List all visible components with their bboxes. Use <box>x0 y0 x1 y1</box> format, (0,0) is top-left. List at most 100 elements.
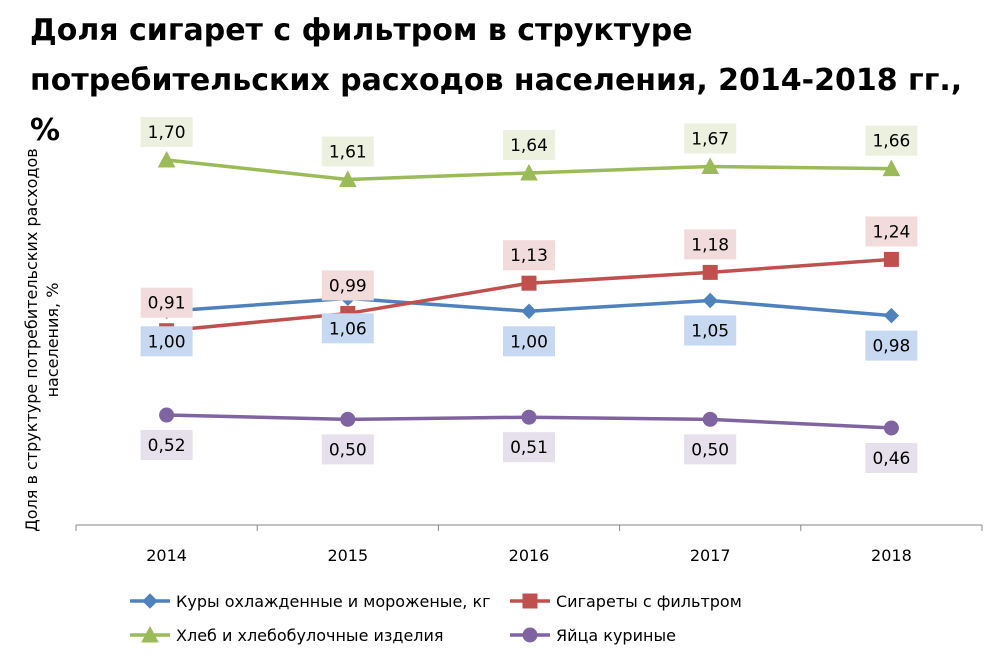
data-label-bg <box>321 136 374 167</box>
data-label-text: 1,00 <box>510 332 548 352</box>
data-label-bg <box>684 123 737 154</box>
legend-swatch <box>510 627 550 643</box>
data-label: 0,51 <box>503 432 555 463</box>
data-label-bg <box>321 313 374 344</box>
data-label-bg <box>503 240 555 271</box>
data-label: 1,24 <box>865 216 918 247</box>
data-label-text: 0,50 <box>691 440 729 460</box>
legend-swatch <box>130 625 170 643</box>
data-point-circle <box>702 411 718 427</box>
data-label-text: 1,06 <box>329 319 367 339</box>
legend-label: Яйца куриные <box>556 625 676 645</box>
data-point-square <box>521 275 537 291</box>
legend-label: Сигареты с фильтром <box>556 591 742 611</box>
data-point-square <box>702 264 718 280</box>
data-point-circle <box>159 407 175 423</box>
data-label-text: 0,99 <box>329 276 367 296</box>
data-point-diamond <box>521 303 537 319</box>
data-point-circle <box>522 627 538 643</box>
data-label-bg <box>503 432 555 463</box>
data-label: 1,06 <box>321 313 374 344</box>
data-label-bg <box>684 434 737 465</box>
data-label: 1,00 <box>503 326 555 357</box>
data-point-square <box>522 593 538 609</box>
data-label-bg <box>865 443 918 473</box>
data-point-circle <box>883 420 899 436</box>
data-label: 1,05 <box>684 315 737 346</box>
legend-item: Куры охлажденные и мороженые, кг <box>130 586 491 616</box>
data-label-text: 0,52 <box>148 436 186 456</box>
data-label-text: 0,46 <box>872 449 910 469</box>
data-label-bg <box>321 270 374 301</box>
data-point-triangle <box>141 625 159 643</box>
data-label-bg <box>140 430 193 461</box>
data-label-text: 1,05 <box>691 321 729 341</box>
data-point-triangle <box>338 170 357 187</box>
data-label-bg <box>865 125 918 156</box>
data-label-text: 1,61 <box>329 142 367 162</box>
x-tick-label: 2017 <box>690 546 731 565</box>
legend-label: Куры охлажденные и мороженые, кг <box>176 591 491 611</box>
data-label-text: 1,64 <box>510 136 548 156</box>
data-label: 1,61 <box>321 136 374 167</box>
data-point-triangle <box>701 157 720 174</box>
data-label-bg <box>140 117 193 147</box>
data-point-triangle <box>882 159 901 177</box>
legend-item: Сигареты с фильтром <box>510 586 742 616</box>
legend-item: Яйца куриные <box>510 620 676 650</box>
data-label: 0,50 <box>684 434 737 465</box>
data-label: 1,70 <box>140 117 193 147</box>
data-point-circle <box>521 409 537 425</box>
data-label: 0,50 <box>321 434 374 465</box>
data-label-text: 0,98 <box>872 337 910 357</box>
series-1 <box>158 290 900 324</box>
data-label-text: 1,18 <box>691 235 729 255</box>
data-label-text: 1,00 <box>148 332 186 352</box>
data-point-diamond <box>142 593 158 609</box>
data-label: 0,98 <box>865 330 918 361</box>
legend-label: Хлеб и хлебобулочные изделия <box>176 625 444 645</box>
legend-swatch <box>130 593 170 609</box>
data-label-text: 1,67 <box>691 129 729 149</box>
legend-item: Хлеб и хлебобулочные изделия <box>130 620 444 650</box>
data-label-text: 0,50 <box>329 440 367 460</box>
legend-swatch <box>510 593 550 609</box>
data-point-diamond <box>883 307 900 324</box>
data-label-bg <box>684 229 737 260</box>
x-tick-label: 2018 <box>871 546 912 565</box>
data-label-text: 1,24 <box>872 222 910 242</box>
data-label: 0,52 <box>140 430 193 461</box>
data-label-text: 1,66 <box>872 132 910 152</box>
data-label-bg <box>503 129 555 160</box>
data-point-circle <box>340 411 356 427</box>
data-point-diamond <box>702 292 718 309</box>
data-label: 1,67 <box>684 123 737 154</box>
data-point-triangle <box>520 163 538 181</box>
data-label: 0,99 <box>321 270 374 301</box>
data-label: 1,66 <box>865 125 918 156</box>
data-label: 1,18 <box>684 229 737 260</box>
data-point-square <box>883 251 899 267</box>
x-tick-label: 2014 <box>146 546 187 565</box>
x-tick-label: 2015 <box>327 546 368 565</box>
data-label-bg <box>140 287 193 318</box>
data-point-triangle <box>157 150 176 168</box>
data-label-text: 0,51 <box>510 438 548 458</box>
data-label-bg <box>684 315 737 346</box>
data-label-bg <box>503 326 555 357</box>
chart-title: Доля сигарет с фильтром в структуре потр… <box>30 13 963 148</box>
data-label-bg <box>140 326 193 357</box>
series-3 <box>157 150 901 187</box>
series-4 <box>159 407 899 436</box>
data-label: 1,00 <box>140 326 193 357</box>
data-label: 0,46 <box>865 443 918 473</box>
x-tick-label: 2016 <box>509 546 550 565</box>
data-label-text: 1,13 <box>510 246 548 266</box>
data-label-text: 1,70 <box>148 123 186 143</box>
data-label: 1,64 <box>503 129 555 160</box>
chart-legend: Куры охлажденные и мороженые, кг Сигареты… <box>130 586 850 650</box>
data-label-bg <box>321 434 374 465</box>
data-label: 1,13 <box>503 240 555 271</box>
data-label-bg <box>865 216 918 247</box>
